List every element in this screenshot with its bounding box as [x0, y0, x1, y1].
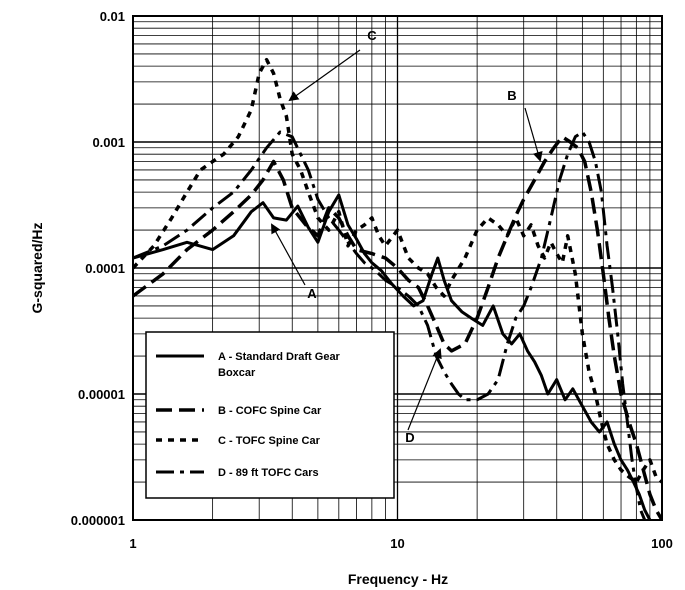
legend-entry-b: B - COFC Spine Car — [218, 405, 322, 417]
y-axis-title: G-squared/Hz — [29, 222, 45, 313]
plot-frame — [132, 15, 663, 521]
axes-frame — [132, 15, 663, 521]
x-tick-label: 100 — [651, 536, 673, 551]
y-tick-label: 0.01 — [100, 9, 125, 24]
legend-box — [145, 331, 395, 499]
series-line-c — [133, 57, 662, 484]
legend-entry-c: C - TOFC Spine Car — [218, 435, 321, 447]
x-tick-label: 1 — [129, 536, 136, 551]
series-line-d — [133, 130, 647, 520]
x-axis-title: Frequency - Hz — [348, 571, 448, 587]
x-tick-label: 10 — [390, 536, 404, 551]
series-layer — [133, 57, 662, 520]
annotation-label-c: C — [367, 28, 377, 43]
annotation-label-d: D — [405, 430, 414, 445]
series-line-a — [133, 193, 652, 520]
y-tick-label: 0.0001 — [85, 261, 125, 276]
annotation-arrow-a — [271, 223, 306, 286]
y-tick-label: 0.00001 — [78, 387, 125, 402]
y-tick-label: 0.001 — [92, 135, 125, 150]
legend-entry-d: D - 89 ft TOFC Cars — [218, 467, 319, 479]
legend-entry-a: A - Standard Draft Gear Boxcar — [218, 351, 341, 379]
annotation-label-a: A — [307, 286, 317, 301]
annotation-label-b: B — [507, 88, 516, 103]
series-line-b — [133, 135, 662, 520]
annotation-arrow-b — [524, 107, 543, 162]
grid — [132, 16, 662, 521]
annotation-arrow-d — [407, 348, 442, 431]
tick-labels: 1 10 100 0.000001 0.00001 0.0001 0.001 0.01 — [71, 9, 673, 551]
legend: A - Standard Draft Gear Boxcar B - COFC Sp… — [145, 331, 395, 499]
y-tick-label: 0.000001 — [71, 513, 125, 528]
annotation-arrow-c — [288, 49, 361, 102]
annotations: C B A D — [271, 28, 543, 445]
